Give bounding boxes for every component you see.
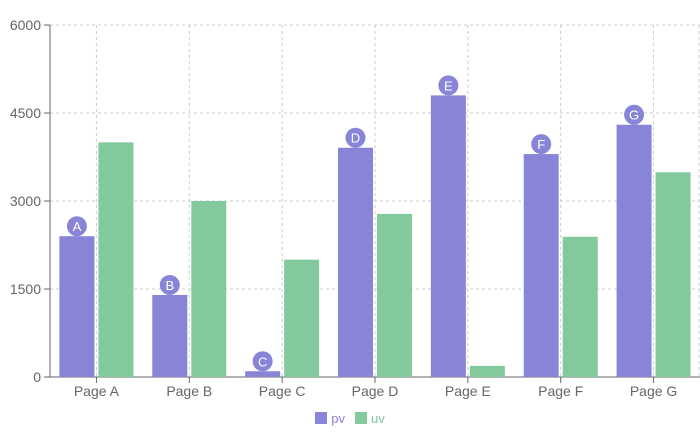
bars — [59, 95, 691, 378]
bar-pv[interactable] — [523, 154, 559, 377]
point-label-text: D — [351, 131, 360, 146]
point-label-badge — [159, 274, 180, 295]
y-tick-label: 1500 — [10, 281, 41, 297]
y-tick-label: 4500 — [10, 105, 41, 121]
point-label-badge — [624, 104, 645, 125]
y-tick-label: 3000 — [10, 193, 41, 209]
bar-uv[interactable] — [284, 259, 320, 377]
point-label-badge — [252, 351, 273, 372]
point-label-text: B — [165, 278, 174, 293]
point-label-text: A — [73, 219, 82, 234]
legend-swatch-pv — [315, 412, 328, 424]
x-tick-label: Page G — [630, 383, 677, 399]
bar-pv[interactable] — [59, 236, 95, 377]
point-label-text: G — [629, 108, 639, 123]
bar-uv[interactable] — [98, 142, 134, 377]
bar-uv[interactable] — [655, 172, 691, 377]
point-label-badge — [438, 75, 459, 96]
axes: 0 1500 3000 4500 6000 Page A Page B Page C Page … — [10, 17, 700, 399]
x-tick-label: Page A — [74, 383, 120, 399]
bar-uv[interactable] — [562, 236, 598, 377]
point-label-badge — [66, 216, 87, 237]
bar-pv[interactable] — [430, 95, 466, 378]
point-label-badge — [345, 127, 366, 148]
x-tick-label: Page F — [538, 383, 583, 399]
legend-item-pv[interactable]: pv — [315, 411, 345, 426]
legend: pv uv — [0, 409, 700, 427]
point-labels: A B C D E F G — [66, 75, 645, 372]
bar-uv[interactable] — [377, 213, 412, 377]
point-label-text: C — [258, 354, 267, 369]
legend-label-pv: pv — [331, 410, 345, 426]
y-tick-label: 0 — [33, 369, 41, 385]
bar-uv[interactable] — [191, 201, 227, 377]
legend-label-uv: uv — [371, 410, 385, 426]
bar-pv[interactable] — [152, 294, 188, 377]
x-tick-label: Page B — [166, 383, 212, 399]
legend-swatch-uv — [355, 412, 367, 424]
x-tick-label: Page C — [259, 383, 306, 399]
grid — [50, 24, 700, 377]
point-label-text: E — [444, 78, 453, 93]
bar-uv[interactable] — [469, 365, 505, 377]
point-label-text: F — [537, 137, 545, 152]
x-tick-label: Page E — [445, 383, 491, 399]
bar-chart: 0 1500 3000 4500 6000 Page A Page B Page C Page … — [10, 17, 700, 399]
bar-pv[interactable] — [338, 147, 373, 377]
legend-item-uv[interactable]: uv — [355, 411, 385, 426]
point-label-badge — [531, 134, 552, 155]
x-tick-label: Page D — [352, 383, 399, 399]
bar-pv[interactable] — [616, 124, 652, 377]
bar-pv[interactable] — [245, 371, 281, 377]
y-tick-label: 6000 — [10, 17, 41, 33]
